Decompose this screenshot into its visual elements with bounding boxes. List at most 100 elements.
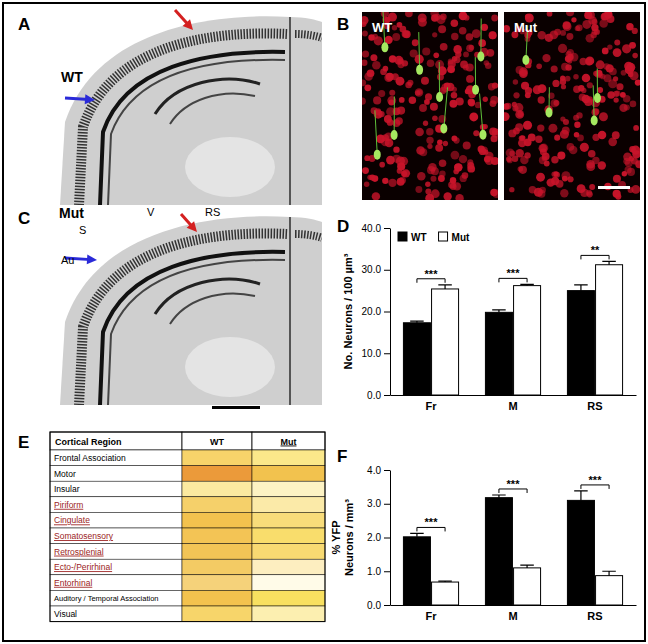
nucleus <box>418 13 427 22</box>
nucleus <box>427 166 435 174</box>
nucleus <box>388 99 394 105</box>
nucleus <box>542 54 550 62</box>
mut-cell <box>252 559 325 575</box>
region-text: Retrosplenial <box>54 547 104 557</box>
nucleus <box>577 184 586 193</box>
y-tick: 0.0 <box>367 600 390 611</box>
y-tick-mark <box>384 538 390 539</box>
nucleus <box>405 12 413 17</box>
nucleus <box>421 77 429 85</box>
white-matter <box>100 52 285 205</box>
nucleus <box>490 100 497 107</box>
nucleus <box>489 32 497 40</box>
nucleus <box>459 155 467 163</box>
nucleus <box>567 49 574 56</box>
nucleus <box>423 121 428 126</box>
arrow-head <box>87 254 97 264</box>
nucleus <box>542 153 550 161</box>
nucleus <box>509 187 514 192</box>
white-matter <box>100 252 285 405</box>
x-tick: M <box>508 610 517 622</box>
nucleus <box>504 112 510 121</box>
thalamus <box>185 137 275 197</box>
nucleus <box>560 30 566 36</box>
neuron-process <box>394 96 395 134</box>
nucleus <box>538 31 546 39</box>
table: Cortical RegionWTMutFrontal AssociationM… <box>50 432 325 622</box>
nucleus <box>439 160 447 168</box>
nucleus <box>438 175 445 182</box>
nucleus <box>539 144 548 153</box>
nucleus <box>364 182 370 188</box>
nucleus <box>577 135 584 142</box>
nucleus <box>425 182 430 187</box>
nucleus <box>614 40 620 46</box>
neuron-soma <box>381 42 388 52</box>
region-label: RS <box>205 206 220 218</box>
nucleus <box>538 84 547 93</box>
nucleus <box>632 150 640 158</box>
bar <box>596 265 623 395</box>
nucleus <box>362 59 367 65</box>
error-bar <box>520 565 534 568</box>
x-tick: Fr <box>426 400 438 412</box>
y-tick-mark <box>384 312 390 313</box>
wt-cell <box>182 575 252 591</box>
nucleus <box>453 169 459 175</box>
nucleus <box>466 44 474 52</box>
nucleus <box>613 175 621 183</box>
nucleus <box>431 189 440 198</box>
legend-swatch <box>398 232 407 241</box>
nucleus <box>393 155 401 163</box>
region-cell <box>50 606 182 622</box>
cortex-band <box>79 33 287 205</box>
wt-cell <box>182 450 252 466</box>
region-text: Ecto-/Perirhinal <box>54 562 112 572</box>
x-tick-label: Fr <box>426 610 438 622</box>
nucleus <box>592 29 598 35</box>
region-text: Somatosensory <box>54 531 114 541</box>
error-bar <box>410 321 424 323</box>
significance-label: ** <box>591 244 600 256</box>
nucleus <box>383 66 389 72</box>
nucleus <box>490 189 498 197</box>
nucleus <box>469 113 478 122</box>
nucleus <box>489 31 497 39</box>
nucleus <box>435 144 443 152</box>
nucleus <box>452 87 457 92</box>
region-cell <box>50 559 182 575</box>
nucleus <box>599 112 608 121</box>
nucleus <box>492 82 498 88</box>
bar <box>567 291 594 395</box>
nucleus <box>382 178 388 184</box>
nucleus <box>554 172 560 178</box>
nucleus <box>573 74 578 79</box>
nucleus <box>456 97 464 105</box>
nucleus <box>602 48 609 55</box>
error-bar <box>492 310 506 313</box>
nucleus <box>451 33 458 40</box>
nucleus <box>370 54 377 61</box>
region-text: Insular <box>54 484 80 494</box>
x-tick-label: M <box>508 610 517 622</box>
mut-cell <box>252 590 325 606</box>
micrograph: WT <box>359 3 501 203</box>
y-tick-label: 1.0 <box>367 566 381 577</box>
arrow-head <box>183 19 193 30</box>
y-tick-mark <box>384 228 390 229</box>
nucleus <box>427 144 432 149</box>
nucleus <box>432 115 438 121</box>
x-tick: RS <box>587 610 602 622</box>
nucleus <box>466 75 474 83</box>
neuron-soma <box>594 93 601 103</box>
nucleus <box>364 84 371 91</box>
bar-chart: 0.01.02.03.04.0FrMRS*********% YFPNeuron… <box>330 465 637 622</box>
nucleus <box>551 65 558 72</box>
nucleus <box>613 91 619 97</box>
nucleus <box>632 53 638 59</box>
nucleus <box>460 61 468 69</box>
scale-bar <box>212 406 260 409</box>
y-axis-title: No. Neurons / 100 µm³ <box>342 253 354 369</box>
nucleus <box>368 34 375 41</box>
nucleus <box>551 177 559 185</box>
